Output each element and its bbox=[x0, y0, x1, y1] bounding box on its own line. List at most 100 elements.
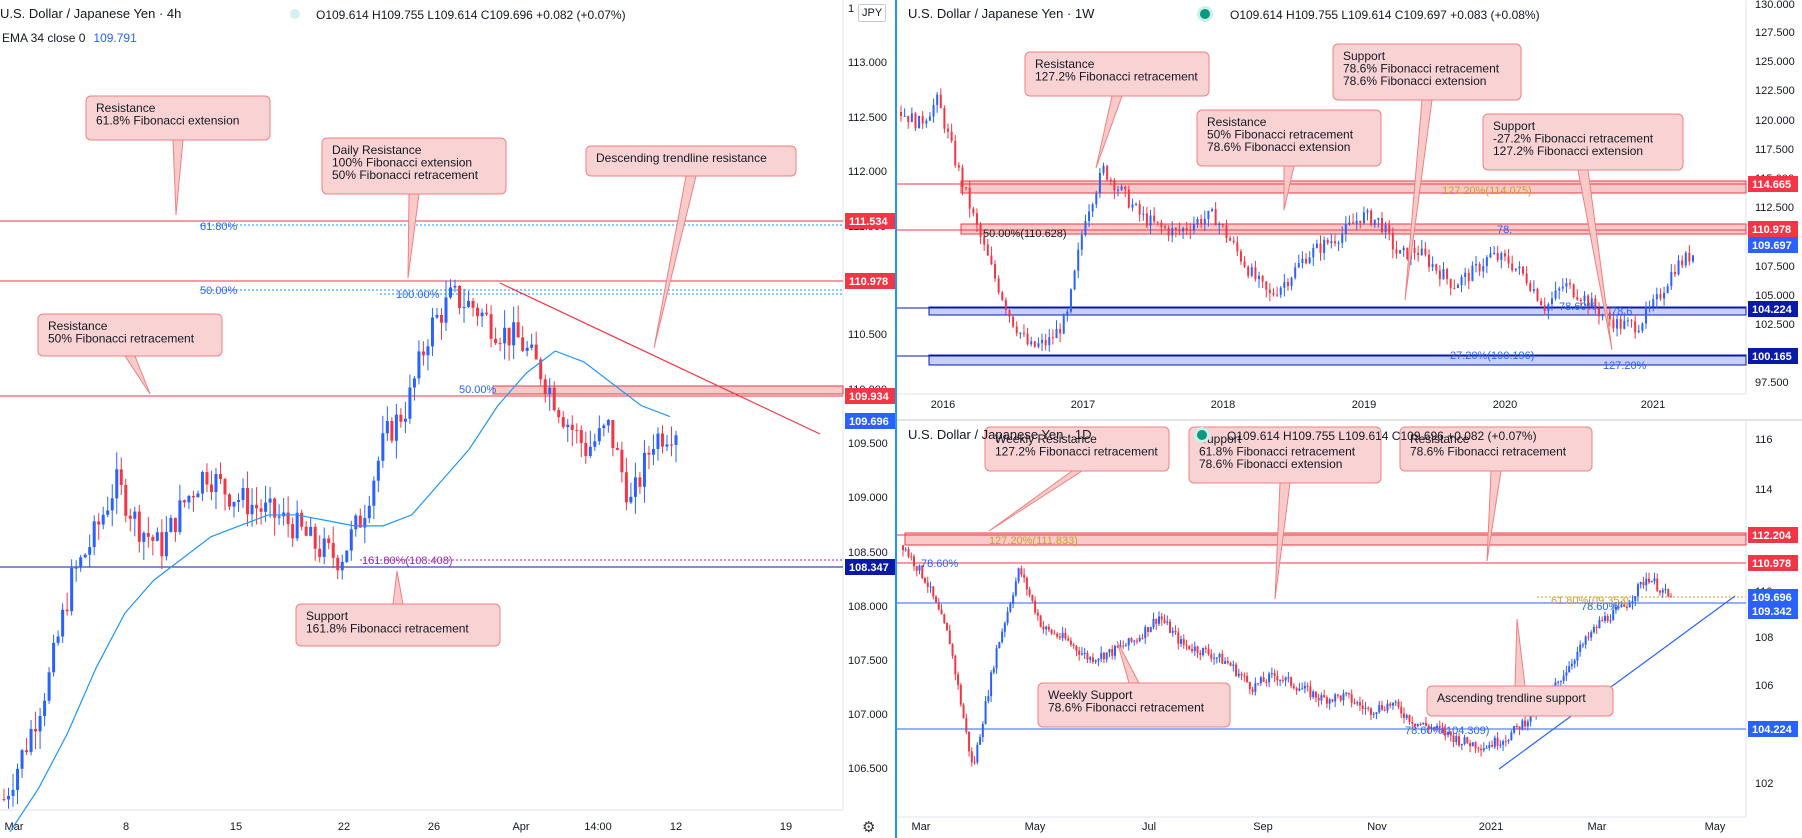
candle-body bbox=[1133, 640, 1136, 642]
chart-panel-4h[interactable]: 113.000112.500112.000111.500111.000110.5… bbox=[0, 0, 895, 838]
candle-body bbox=[918, 115, 921, 129]
candle-body bbox=[1601, 620, 1604, 622]
x-axis-label: Sep bbox=[1253, 821, 1273, 833]
candle-body bbox=[915, 566, 918, 571]
candle-body bbox=[1041, 339, 1044, 344]
chart-4h-canvas[interactable]: 113.000112.500112.000111.500111.000110.5… bbox=[0, 0, 895, 838]
candle-body bbox=[1185, 228, 1188, 231]
candle-body bbox=[1319, 243, 1322, 253]
chart-1d-canvas[interactable]: 116114110108106102MarMayJulSepNov2021Mar… bbox=[897, 421, 1802, 838]
candle-body bbox=[1047, 626, 1050, 630]
panel-divider-horizontal[interactable] bbox=[897, 419, 1802, 421]
price-tag bbox=[1748, 348, 1798, 364]
gear-icon[interactable]: ⚙ bbox=[862, 819, 876, 836]
fib-label: 50.00% bbox=[459, 384, 497, 396]
candle-body bbox=[1240, 673, 1243, 676]
symbol-title[interactable]: U.S. Dollar / Japanese Yen · 1W bbox=[908, 6, 1095, 21]
callout-box[interactable] bbox=[585, 145, 797, 177]
candle-body bbox=[1193, 646, 1196, 651]
candle-body bbox=[1084, 221, 1087, 235]
candle-body bbox=[1045, 626, 1048, 630]
candle-body bbox=[1265, 281, 1268, 290]
candle-body bbox=[1424, 248, 1427, 255]
candle-body bbox=[570, 424, 574, 430]
callout-box[interactable] bbox=[1332, 43, 1522, 101]
chart-1w-canvas[interactable]: 130.000 127.500 125.000 122.500 120.000 117.5… bbox=[897, 0, 1802, 419]
candle-body bbox=[1341, 233, 1344, 243]
candle-body bbox=[403, 418, 407, 422]
candle-body bbox=[1235, 664, 1238, 676]
callout-text: 127.2% Fibonacci retracement bbox=[1035, 70, 1198, 84]
callout-box[interactable] bbox=[1024, 51, 1210, 97]
candle-body bbox=[1540, 300, 1543, 306]
candle-body bbox=[1447, 731, 1450, 736]
candle-body bbox=[1388, 224, 1391, 233]
candle-body bbox=[926, 582, 929, 587]
candle-body bbox=[1055, 328, 1058, 339]
chart-panel-1d[interactable]: 116114110108106102MarMayJulSepNov2021Mar… bbox=[897, 421, 1802, 838]
callout-box[interactable] bbox=[1399, 426, 1593, 472]
candle-body bbox=[61, 609, 65, 637]
candle-body bbox=[1080, 234, 1083, 250]
callout-box[interactable] bbox=[1482, 113, 1684, 171]
candle-body bbox=[1225, 225, 1228, 239]
callout-text: 161.8% Fibonacci retracement bbox=[306, 622, 469, 636]
callout-box[interactable] bbox=[1188, 426, 1382, 484]
callout-box[interactable] bbox=[85, 95, 271, 141]
candle-body bbox=[1025, 577, 1028, 590]
candle-body bbox=[390, 421, 394, 441]
candle-body bbox=[990, 255, 993, 265]
candle-body bbox=[1017, 568, 1020, 582]
candle-body bbox=[1036, 612, 1039, 616]
callout-box[interactable] bbox=[37, 313, 223, 357]
candle-body bbox=[1477, 748, 1480, 750]
candle-body bbox=[1590, 298, 1593, 307]
candle-body bbox=[1395, 249, 1398, 254]
chart-panel-1w[interactable]: 130.000 127.500 125.000 122.500 120.000 117.5… bbox=[897, 0, 1802, 419]
x-axis-label: 2019 bbox=[1352, 399, 1376, 411]
candle-body bbox=[1247, 266, 1250, 276]
candle-body bbox=[1152, 618, 1155, 628]
symbol-title[interactable]: U.S. Dollar / Japanese Yen · 1D bbox=[908, 427, 1092, 442]
candle-body bbox=[1109, 179, 1112, 181]
candle-body bbox=[957, 674, 960, 686]
resistance-zone bbox=[960, 223, 1747, 235]
annotation-callout: Descending trendline resistance bbox=[585, 145, 797, 349]
x-axis-label: 14:00 bbox=[584, 821, 612, 833]
panel-divider-vertical[interactable] bbox=[895, 0, 897, 838]
candle-body bbox=[1014, 581, 1017, 596]
candle-body bbox=[1644, 307, 1647, 324]
candle-body bbox=[29, 728, 33, 753]
candle-body bbox=[1077, 249, 1080, 271]
candle-body bbox=[1636, 584, 1639, 597]
candle-body bbox=[1416, 723, 1419, 727]
currency-badge[interactable]: JPY bbox=[858, 4, 887, 22]
ema-legend[interactable]: EMA 34 close 0 109.791 bbox=[2, 31, 137, 45]
symbol-title[interactable]: U.S. Dollar / Japanese Yen · 4h bbox=[0, 6, 182, 21]
candle-body bbox=[1192, 223, 1195, 231]
candle-body bbox=[363, 518, 367, 528]
candle-body bbox=[1069, 289, 1072, 312]
callout-box[interactable] bbox=[1426, 685, 1614, 717]
candle-body bbox=[566, 424, 570, 427]
candle-body bbox=[1456, 285, 1459, 289]
candle-body bbox=[1001, 292, 1004, 300]
candle-body bbox=[1037, 343, 1040, 347]
candle-body bbox=[1131, 204, 1134, 208]
price-tag-label: 104.224 bbox=[1752, 304, 1793, 316]
candle-body bbox=[74, 567, 78, 569]
candle-body bbox=[1265, 681, 1268, 683]
candle-body bbox=[151, 536, 155, 541]
candle-body bbox=[1342, 693, 1345, 701]
price-tag-label: 110.978 bbox=[1752, 558, 1791, 570]
callout-text: 50% Fibonacci retracement bbox=[1207, 128, 1354, 142]
price-tag bbox=[845, 413, 895, 429]
candle-body bbox=[1026, 333, 1029, 345]
callout-box[interactable] bbox=[984, 426, 1170, 472]
callout-box[interactable] bbox=[1196, 109, 1382, 167]
candle-body bbox=[1301, 688, 1304, 690]
callout-box[interactable] bbox=[321, 137, 507, 195]
callout-box[interactable] bbox=[295, 603, 501, 647]
callout-box[interactable] bbox=[1037, 682, 1231, 728]
